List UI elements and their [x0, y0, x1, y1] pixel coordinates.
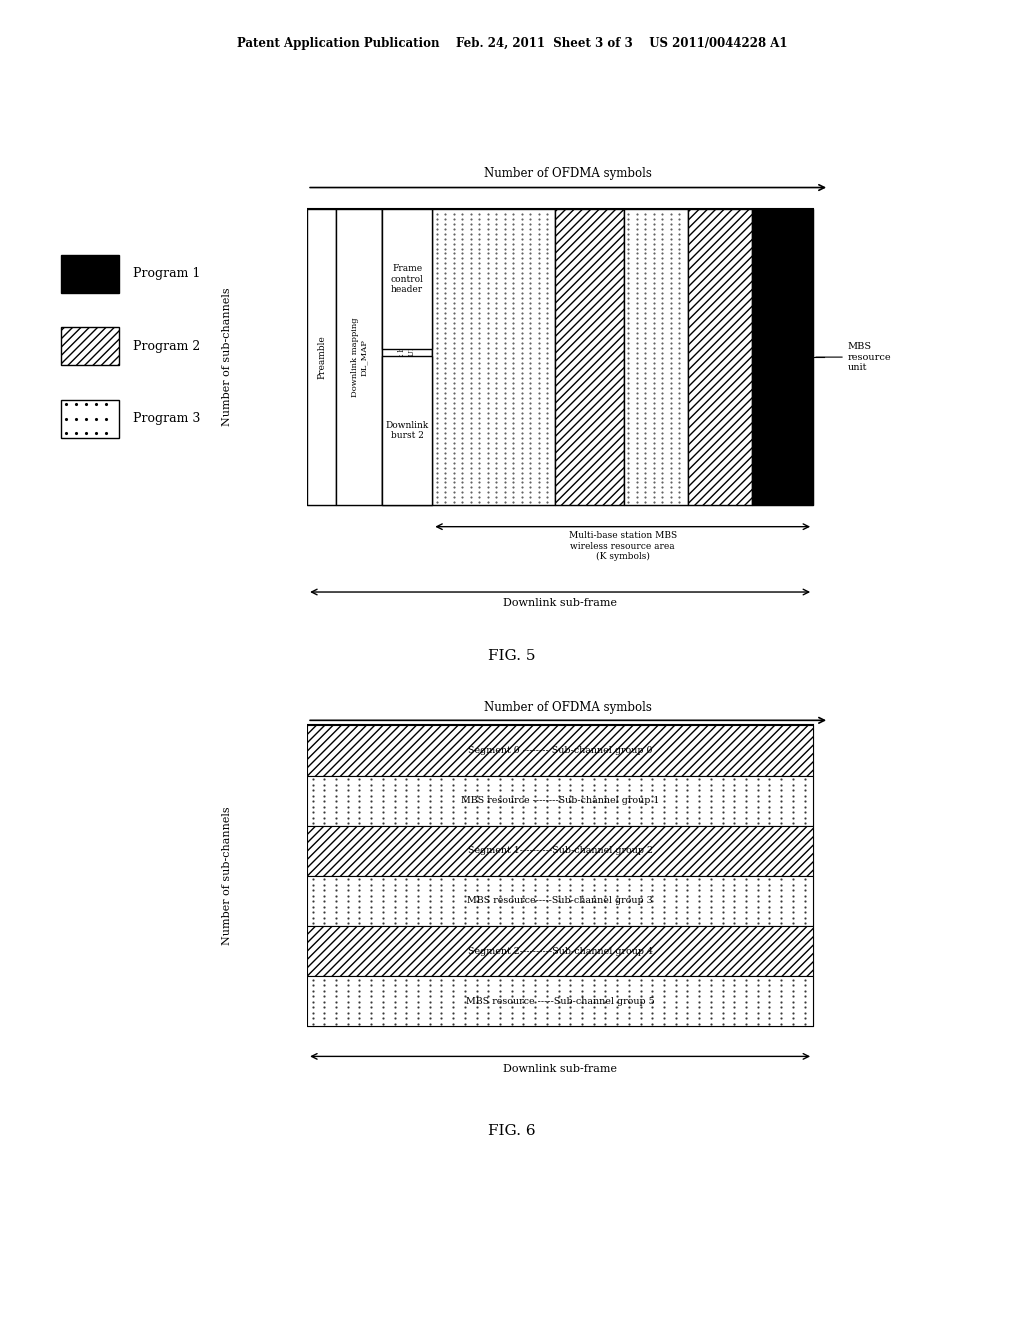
Text: Multi-base station MBS
wireless resource area
(K symbols): Multi-base station MBS wireless resource…	[568, 532, 677, 561]
Text: Downlink mapping
DL_MAP: Downlink mapping DL_MAP	[350, 317, 368, 397]
Bar	[432, 210, 555, 504]
Bar	[624, 210, 688, 504]
Bar	[61, 327, 119, 366]
Bar	[307, 927, 813, 977]
Bar	[307, 210, 813, 504]
Text: Downlink
burst 2: Downlink burst 2	[385, 421, 429, 440]
Bar	[382, 210, 432, 350]
Text: FIG. 5: FIG. 5	[488, 649, 536, 663]
Bar	[307, 826, 813, 876]
Text: MBS resource --------Sub-channel group 1: MBS resource --------Sub-channel group 1	[461, 796, 659, 805]
Text: Segment 2----------Sub-channel group 4: Segment 2----------Sub-channel group 4	[468, 946, 652, 956]
Text: MBS resource-----Sub-channel group 3: MBS resource-----Sub-channel group 3	[467, 896, 653, 906]
Text: MBS resource -----Sub-channel group 5: MBS resource -----Sub-channel group 5	[466, 997, 654, 1006]
Text: Preamble: Preamble	[317, 335, 327, 379]
Bar	[307, 726, 813, 776]
Bar	[61, 400, 119, 438]
Text: Segment 0 -------- Sub-channel group 0: Segment 0 -------- Sub-channel group 0	[468, 746, 652, 755]
Bar	[307, 210, 337, 504]
Text: Number of OFDMA symbols: Number of OFDMA symbols	[484, 166, 652, 180]
Bar	[307, 826, 813, 876]
Bar	[307, 776, 813, 826]
Bar	[307, 726, 813, 776]
Bar	[555, 210, 624, 504]
Text: Downlink burst 1
(carrying UL_MAP): Downlink burst 1 (carrying UL_MAP)	[398, 319, 416, 395]
Text: Program 3: Program 3	[133, 412, 201, 425]
Text: MBS
resource
unit: MBS resource unit	[848, 342, 891, 372]
Bar	[382, 210, 432, 504]
Text: Patent Application Publication    Feb. 24, 2011  Sheet 3 of 3    US 2011/0044228: Patent Application Publication Feb. 24, …	[237, 37, 787, 50]
Bar	[688, 210, 752, 504]
Bar	[61, 255, 119, 293]
Bar	[307, 977, 813, 1027]
Text: Frame
control
header: Frame control header	[390, 264, 424, 294]
Text: Number of OFDMA symbols: Number of OFDMA symbols	[484, 701, 652, 714]
Bar	[382, 355, 432, 504]
Text: Number of sub-channels: Number of sub-channels	[222, 807, 232, 945]
Text: Number of sub-channels: Number of sub-channels	[222, 288, 232, 426]
Bar	[337, 210, 382, 504]
Text: Program 2: Program 2	[133, 339, 201, 352]
Text: Segment 1----------Sub-channel group 2: Segment 1----------Sub-channel group 2	[468, 846, 652, 855]
Text: Downlink sub-frame: Downlink sub-frame	[503, 598, 617, 609]
Text: Downlink sub-frame: Downlink sub-frame	[503, 1064, 617, 1074]
Text: FIG. 6: FIG. 6	[488, 1125, 536, 1138]
Bar	[307, 927, 813, 977]
Bar	[752, 210, 813, 504]
Text: Program 1: Program 1	[133, 267, 201, 280]
Bar	[307, 876, 813, 927]
Bar	[307, 726, 813, 1027]
